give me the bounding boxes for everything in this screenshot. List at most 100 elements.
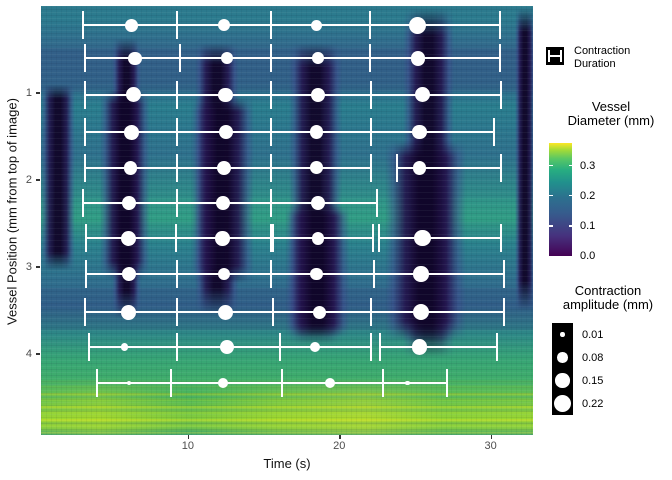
x-tick-mark [339,435,341,439]
contraction-point [310,161,323,175]
colorbar-tick-label: 0.2 [580,189,596,202]
y-tick-label: 4 [25,348,32,361]
duration-errorbar-cap [271,224,274,253]
bottom-flow-streaks [41,378,533,435]
amplitude-key-label: 0.15 [582,374,604,387]
contraction-point [414,87,431,103]
duration-errorbar-cap [370,80,373,109]
contraction-point [121,195,136,210]
contraction-point [409,16,427,34]
heatmap-plot-panel [41,6,533,435]
duration-errorbar-cap [85,224,88,253]
contraction-point [311,87,325,102]
contraction-point [121,230,137,246]
duration-errorbar-cap [270,224,273,253]
x-tick-label: 10 [181,440,194,452]
colorbar-tick-mark [568,225,572,227]
duration-errorbar-cap [370,298,373,327]
duration-errorbar-cap [270,118,273,147]
duration-errorbar-cap [176,80,179,109]
duration-errorbar-cap [82,11,85,40]
contraction-point [414,230,431,247]
duration-errorbar-cap [377,224,380,253]
contraction-point [312,52,324,65]
errorbar-icon [548,55,562,57]
duration-errorbar-cap [270,44,273,73]
contraction-point [410,50,426,66]
contraction-point [215,231,230,246]
duration-errorbar-cap [498,11,501,40]
x-tick-label: 20 [333,440,346,452]
colorbar-tick-mark [549,164,553,167]
contraction-point [411,339,428,355]
duration-errorbar-cap [179,44,182,73]
duration-errorbar-cap [370,333,373,362]
duration-errorbar-cap [368,44,371,73]
amplitude-key-circle [557,352,568,363]
duration-errorbar-cap [371,224,374,253]
y-tick-mark [36,266,40,268]
amplitude-key-label: 0.22 [582,397,604,410]
contraction-point [126,380,131,385]
contraction-point [218,267,231,281]
colorbar-tick-label: 0.0 [580,250,596,262]
legend-duration-line2: Duration [574,57,616,70]
contraction-point [215,195,230,210]
contraction-point [125,87,141,103]
duration-errorbar-cap [370,118,373,147]
duration-errorbar-cap [379,333,382,362]
heatmap-column-texture [41,6,533,435]
duration-errorbar [369,57,500,60]
amplitude-key-circle [553,394,572,413]
legend-amplitude-key [552,323,573,415]
contraction-band [41,84,76,272]
duration-errorbar-cap [500,80,503,109]
contraction-point [218,18,231,32]
x-tick-label: 30 [484,440,497,452]
contraction-point [121,304,137,320]
y-tick-mark [36,179,40,181]
amplitude-key-circle [560,332,565,337]
contraction-point [413,266,429,282]
duration-errorbar-cap [83,44,86,73]
duration-errorbar-cap [373,260,376,289]
contraction-point [220,340,235,355]
contraction-point [309,125,324,140]
duration-errorbar-cap [176,188,179,217]
duration-errorbar-cap [376,188,379,217]
duration-errorbar-cap [83,118,86,147]
contraction-point [121,266,136,282]
x-tick-mark [490,435,493,439]
duration-errorbar-cap [170,368,173,397]
contraction-point [128,51,142,65]
y-tick-mark [36,353,40,355]
duration-errorbar [378,237,502,240]
colorbar [549,143,572,256]
contraction-band [100,88,150,281]
duration-errorbar-cap [88,333,91,362]
duration-errorbar-cap [270,260,273,289]
contraction-point [310,267,323,281]
duration-errorbar [280,346,372,349]
duration-errorbar-cap [395,153,398,182]
duration-errorbar-cap [85,260,88,289]
x-tick-mark [187,435,190,439]
duration-errorbar-cap [368,11,371,40]
duration-errorbar-cap [176,11,179,40]
duration-errorbar [97,381,172,384]
contraction-point [311,231,325,245]
legend-amplitude-title: Contraction amplitude (mm) [562,283,654,312]
duration-errorbar-cap [498,44,501,73]
duration-errorbar [371,311,505,314]
duration-errorbar-cap [492,118,495,147]
duration-errorbar-cap [500,224,503,253]
duration-errorbar [396,166,502,169]
contraction-point [412,161,427,175]
duration-errorbar-cap [495,333,498,362]
y-tick-label: 3 [25,261,32,274]
duration-errorbar-cap [271,298,274,327]
contraction-point [312,305,327,319]
duration-errorbar-cap [270,80,273,109]
duration-errorbar-cap [83,80,86,109]
duration-errorbar-cap [503,260,506,289]
